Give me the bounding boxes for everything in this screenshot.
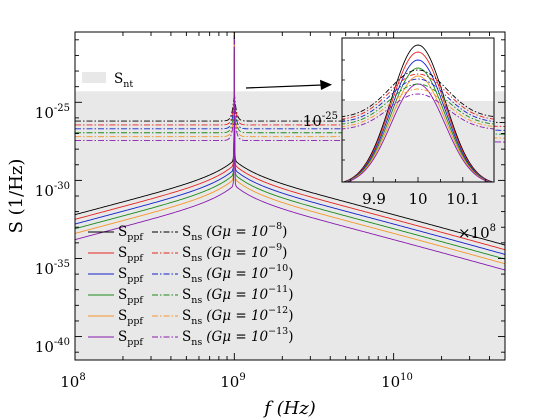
ppf-series-line-5	[75, 52, 505, 271]
inset-ns-line-4	[342, 88, 494, 127]
y-axis-label: S (1/Hz)	[6, 159, 27, 234]
noise-band-swatch	[82, 72, 106, 83]
legend-ppf-label-3: Sppf	[118, 287, 144, 306]
ppf-series-line-4	[75, 52, 505, 265]
inset-ns-line-3	[342, 83, 494, 125]
inset-y-tick-label: 10-25	[303, 111, 338, 130]
inset-ns-line-5	[342, 93, 494, 130]
legend-ppf-label-5: Sppf	[118, 329, 144, 348]
legend-ns-label-3: Sns (Gμ = 10−11)	[182, 284, 294, 306]
legend-ns-label-2: Sns (Gμ = 10−10)	[182, 263, 294, 285]
y-tick-label-1: 10-30	[35, 181, 70, 200]
legend-ns-label-1: Sns (Gμ = 10−9)	[182, 242, 287, 264]
x-tick-labels: 108 109 1010	[60, 372, 413, 391]
y-tick-label-0: 10-25	[35, 103, 70, 122]
inset-x-tick-label-2: 10.1	[446, 190, 479, 208]
ppf-series-line-1	[75, 52, 505, 251]
legend: Sppf Sns (Gμ = 10−8) Sppf Sns (Gμ = 10−9) Sppf…	[88, 221, 294, 348]
legend-ns-label-4: Sns (Gμ = 10−12)	[182, 305, 294, 327]
noise-band-label: Snt	[114, 71, 133, 90]
inset-ns-line-2	[342, 78, 494, 122]
ns-series-line-1	[75, 32, 505, 127]
x-axis-label: f (Hz)	[262, 398, 316, 419]
ppf-series-line-0	[75, 52, 505, 246]
inset-ticks	[342, 59, 486, 182]
legend-ns-label-0: Sns (Gμ = 10−8)	[182, 221, 287, 243]
y-tick-labels: 10-25 10-30 10-35 10-40	[35, 103, 70, 356]
ppf-series-line-3	[75, 52, 505, 260]
legend-ns-label-5: Sns (Gμ = 10−13)	[182, 326, 294, 348]
x-tick-label-2: 1010	[381, 372, 413, 391]
inset-ppf-line-5	[344, 83, 492, 182]
ns-series-line-4	[75, 32, 505, 139]
ppf-series-line-2	[75, 52, 505, 255]
inset-series-group	[342, 44, 494, 182]
ppf-series-group	[75, 52, 505, 271]
ns-series-line-5	[75, 32, 505, 143]
inset-x-tick-label-0: 9.9	[362, 190, 386, 208]
legend-ppf-label-2: Sppf	[118, 266, 144, 285]
y-tick-label-3: 10-40	[35, 337, 70, 356]
y-tick-label-2: 10-35	[35, 259, 70, 278]
zoom-arrow	[245, 79, 332, 90]
inset-x-multiplier: ×108	[458, 223, 496, 242]
x-tick-label-1: 109	[220, 372, 245, 391]
legend-ppf-label-0: Sppf	[118, 224, 144, 243]
x-tick-label-0: 108	[60, 372, 85, 391]
legend-ppf-label-4: Sppf	[118, 308, 144, 327]
inset-ns-line-0	[342, 69, 494, 118]
inset-ns-line-1	[342, 73, 494, 120]
inset-x-tick-label-1: 10	[408, 190, 427, 208]
ns-series-line-2	[75, 32, 505, 131]
legend-ppf-label-1: Sppf	[118, 245, 144, 264]
axis-ticks	[74, 32, 506, 360]
inset: 10-25 9.9 10 10.1 ×108	[303, 37, 496, 242]
